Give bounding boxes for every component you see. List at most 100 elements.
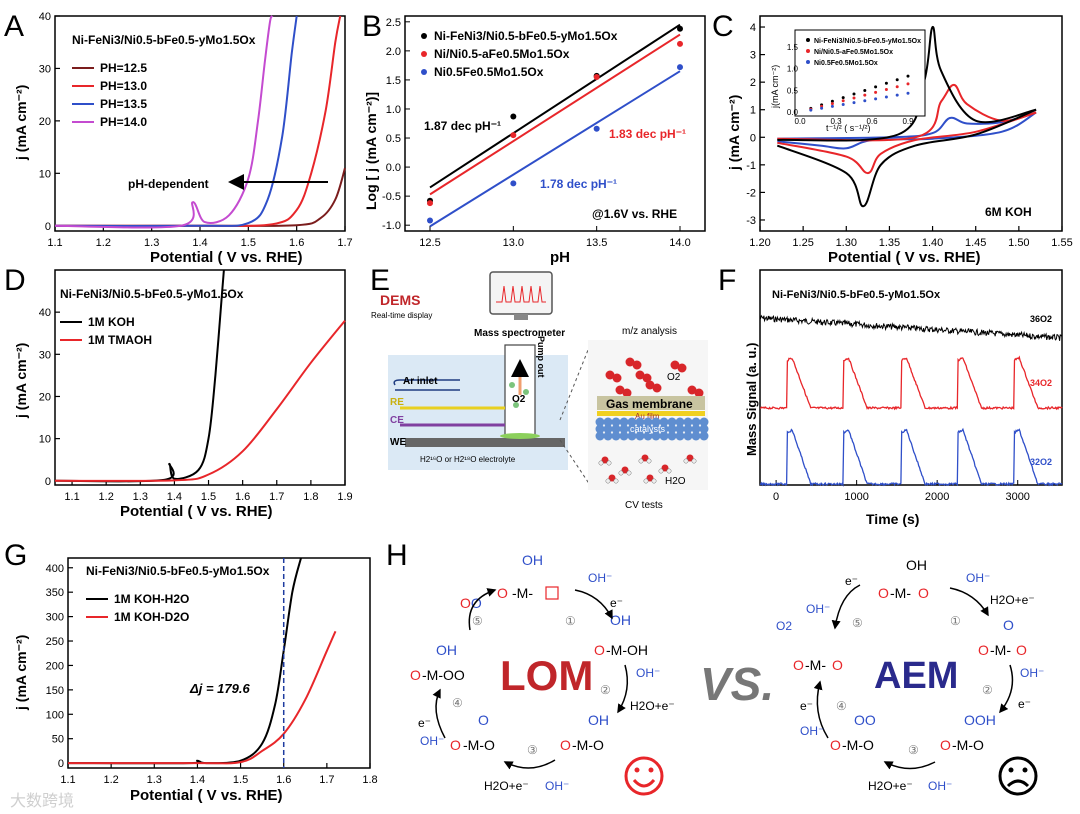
panel-g-x-tick-label: 1.4 (190, 774, 205, 786)
panel-a-legend-label: PH=13.0 (100, 79, 147, 93)
water-h (683, 458, 689, 464)
panel-a-legend-label: PH=13.5 (100, 97, 147, 111)
panel-c-inset-x-tick: 0.6 (866, 117, 878, 126)
aem-bl-m: -M-O (842, 737, 874, 753)
lom-bl-m: -M-O (463, 737, 495, 753)
panel-d-x-tick-label: 1.2 (99, 491, 114, 503)
water-h (606, 460, 612, 466)
panel-g-x-tick-label: 1.3 (147, 774, 162, 786)
panel-f-x-tick-label: 0 (773, 491, 779, 503)
panel-b-slope-3: 1.78 dec pH⁻¹ (540, 177, 617, 191)
panel-f-series (759, 314, 1063, 488)
catalyst-sphere (635, 417, 645, 427)
panel-c-inset-point (874, 97, 878, 101)
panel-b-x-tick-label: 13.5 (586, 237, 607, 249)
catalyst-sphere (611, 424, 621, 434)
panel-a-title: Ni-FeNi3/Ni0.5-bFe0.5-yMo1.5Ox (72, 33, 256, 47)
lom-step-2: ② (600, 683, 611, 697)
catalyst-sphere (619, 431, 629, 441)
o2-atom (652, 383, 662, 393)
panel-d-x-tick-label: 1.5 (201, 491, 216, 503)
panel-g-x-ticks: 1.1 1.2 1.3 1.4 1.5 1.6 1.7 1.8 (60, 763, 378, 786)
panel-d-y-ticks: 0 10 20 30 40 (39, 307, 60, 488)
vs-label: VS. (700, 658, 774, 710)
o2-atom (622, 388, 632, 398)
aem-arrow-1 (949, 587, 989, 617)
panel-f-title: Ni-FeNi3/Ni0.5-bFe0.5-yMo1.5Ox (772, 289, 941, 301)
panel-e-electrolyte: H2¹⁶O or H2¹⁸O electrolyte (420, 455, 516, 464)
panel-b-point (510, 132, 517, 139)
panel-b-legend: Ni-FeNi3/Ni0.5-bFe0.5-yMo1.5Ox Ni/Ni0.5-a… (421, 29, 618, 79)
panel-c-inset-legend-swatch (806, 60, 810, 64)
panel-g-series-line (67, 557, 302, 765)
smiley-icon (624, 756, 664, 796)
panel-b-ylabel: Log [ j (mA cm⁻²)] (363, 92, 379, 210)
aem-ohm-5: OH⁻ (806, 602, 830, 616)
panel-a-x-tick-label: 1.5 (241, 237, 256, 249)
lom-e-4: e⁻ (418, 716, 431, 730)
water-h (658, 468, 664, 474)
lom-ohm-4: OH⁻ (420, 734, 444, 748)
o2-atom (694, 388, 704, 398)
panel-b-y-tick-label: 2.0 (386, 46, 401, 58)
panel-g-y-tick-label: 200 (46, 660, 64, 672)
panel-e-gas-membrane: Gas membrane (606, 397, 693, 411)
panel-g-x-tick-label: 1.7 (319, 774, 334, 786)
panel-d-frame (54, 269, 346, 486)
panel-b-series (427, 23, 683, 228)
water-h (646, 458, 652, 464)
lom-top-o: O (497, 585, 508, 601)
water-o (641, 454, 649, 462)
catalyst-sphere (691, 431, 701, 441)
aem-h2o-1: H2O+e⁻ (990, 593, 1035, 607)
o2-molecules (605, 357, 704, 398)
aem-right-o: O (1003, 617, 1014, 633)
panel-g-title: Ni-FeNi3/Ni0.5-bFe0.5-yMo1.5Ox (86, 564, 270, 578)
o2-atom (605, 370, 615, 380)
panel-c-inset-y-tick: 1.0 (787, 65, 799, 74)
catalyst-sphere (611, 431, 621, 441)
panel-g: G Ni-FeNi3/Ni0.5-bFe0.5-yMo1.5Ox 1.1 1.2 1… (4, 539, 378, 804)
panel-f-x-tick-label: 2000 (925, 491, 949, 503)
panel-a-x-tick-label: 1.2 (96, 237, 111, 249)
panel-g-delta: Δj = 179.6 (189, 681, 250, 696)
panel-a-legend-label: PH=14.0 (100, 115, 147, 129)
panel-c-inset-y-tick: 0.0 (787, 108, 799, 117)
panel-d-legend: 1M KOH 1M TMAOH (60, 315, 152, 347)
lom-right-o: O (594, 642, 605, 658)
catalyst-sphere (675, 417, 685, 427)
catalyst-sphere (627, 424, 637, 434)
panel-f-frame (759, 269, 1063, 486)
panel-f-ylabel: Mass Signal (a. u.) (744, 343, 759, 456)
panel-f-letter: F (718, 264, 736, 297)
panel-c-inset-legend-label: Ni-FeNi3/Ni0.5-bFe0.5-yMo1.5Ox (814, 38, 921, 45)
panel-b-fit-line (429, 70, 681, 228)
panel-e-realtime: Real-time display (371, 311, 432, 320)
panel-c-inset-point (906, 91, 910, 95)
catalyst-sphere (683, 417, 693, 427)
panel-c-inset-point (863, 99, 867, 103)
panel-f-trace-34 (759, 355, 1063, 411)
lom-bl-oo: O (450, 737, 461, 753)
panel-b-legend-swatch (421, 51, 427, 57)
panel-c: C 1.20 1.25 1.30 1.35 1.40 1.45 1.50 1.55 -3-2-… (712, 10, 1073, 266)
panel-c-inset-point (852, 96, 856, 100)
panel-g-x-tick-label: 1.1 (60, 774, 75, 786)
lom-top-oh: OH (522, 552, 543, 568)
panel-b-point (593, 74, 600, 81)
o2-atom (645, 380, 655, 390)
panel-d-x-tick-label: 1.8 (303, 491, 318, 503)
catalyst-spot (500, 433, 540, 439)
panel-d-legend-label: 1M TMAOH (88, 333, 152, 347)
lom-right-m: -M-OH (606, 642, 648, 658)
catalyst-sphere (595, 424, 605, 434)
aem-step-5: ⑤ (852, 616, 863, 630)
panel-b-letter: B (362, 10, 382, 43)
lom-released-o2: OO (460, 595, 482, 611)
panel-c-x-ticks: 1.20 1.25 1.30 1.35 1.40 1.45 1.50 1.55 (749, 226, 1073, 249)
panel-b-point (427, 217, 433, 224)
panel-a-ylabel: j (mA cm⁻²) (13, 85, 29, 161)
panel-e-dems: DEMS (380, 292, 420, 308)
panel-g-y-tick-label: 250 (46, 636, 64, 648)
